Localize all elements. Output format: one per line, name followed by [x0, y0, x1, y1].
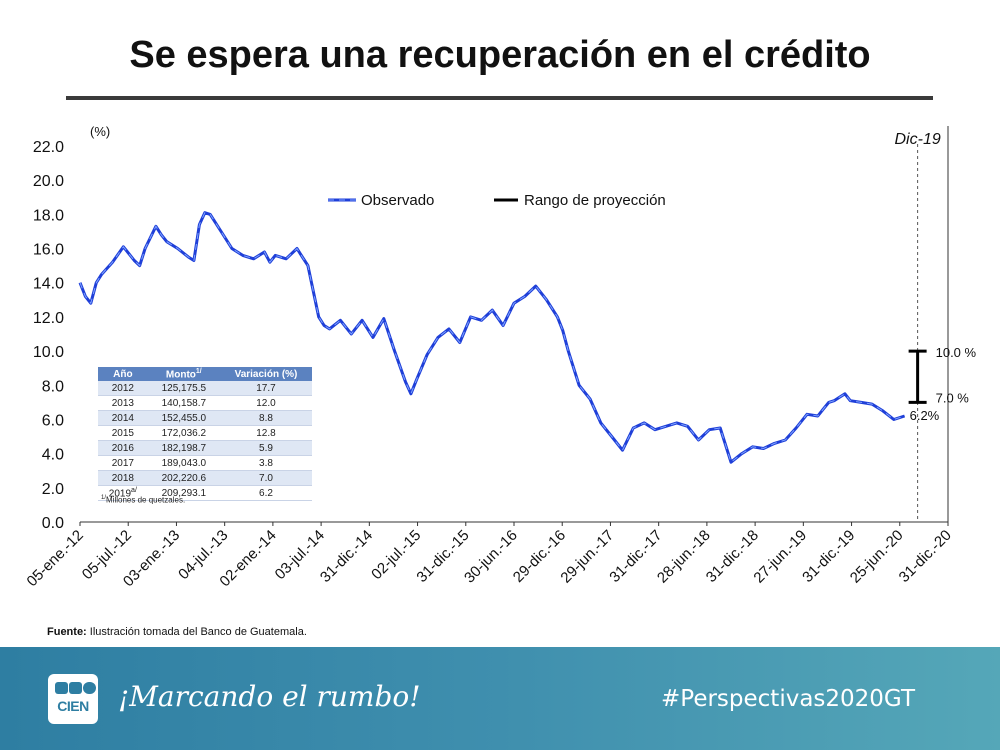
- table-cell-amount: 182,198.7: [147, 440, 220, 456]
- table-cell-year: 2014: [98, 410, 148, 426]
- y-tick-label: 10.0: [33, 344, 64, 361]
- y-tick-label: 12.0: [33, 310, 64, 327]
- table-header-year: Año: [98, 367, 148, 381]
- credit-table: Año Monto1/ Variación (%) 2012 125,175.5 1…: [98, 367, 312, 501]
- y-tick-label: 0.0: [42, 515, 64, 532]
- projection-low-label: 7.0 %: [936, 390, 970, 405]
- table-cell-year: 2012: [98, 381, 148, 396]
- table-header-amount: Monto1/: [147, 367, 220, 381]
- last-value-label: 6.2%: [910, 408, 940, 423]
- table-header-row: Año Monto1/ Variación (%): [98, 367, 312, 381]
- y-axis-label: (%): [90, 124, 110, 139]
- y-tick-label: 16.0: [33, 242, 64, 259]
- table-header-variation: Variación (%): [219, 367, 312, 381]
- x-tick-label: 29-jun.-17: [557, 527, 617, 587]
- table-cell-year: 2018: [98, 470, 148, 486]
- x-tick-label: 25-jun.-20: [847, 527, 907, 587]
- table-cell-variation: 3.8: [219, 455, 312, 471]
- table-row: 2016 182,198.7 5.9: [98, 440, 312, 456]
- table-cell-amount: 189,043.0: [147, 455, 220, 471]
- x-tick-label: 30-jun.-16: [461, 527, 521, 587]
- title-divider: [66, 96, 933, 100]
- chart: 0.0 2.0 4.0 6.0 8.0 10.0 12.0 14.0 16.0 18.0 20.0 2…: [23, 124, 977, 590]
- x-tick-label: 27-jun.-19: [750, 527, 810, 587]
- table-cell-amount: 125,175.5: [147, 381, 220, 396]
- table-row: 2019a/209,293.1 6.2: [98, 485, 312, 501]
- table-row: 2017 189,043.0 3.8: [98, 455, 312, 471]
- table-note: 1/Millones de quetzales.: [101, 495, 186, 505]
- cien-logo: CIEN: [48, 674, 98, 724]
- slogan: ¡Marcando el rumbo!: [118, 680, 421, 713]
- table-row: 2018 202,220.6 7.0: [98, 470, 312, 486]
- table-row: 2015 172,036.2 12.8: [98, 425, 312, 441]
- x-tick-label: 31-dic.-14: [317, 527, 376, 586]
- y-tick-label: 4.0: [42, 447, 64, 464]
- source-note: Fuente: Ilustración tomada del Banco de …: [47, 626, 307, 638]
- table-cell-variation: 6.2: [219, 485, 312, 501]
- logo-mark-icon: [55, 682, 68, 694]
- table-cell-amount: 209,293.1: [147, 485, 220, 501]
- projection-date-label: Dic-19: [895, 131, 941, 148]
- y-tick-label: 6.0: [42, 412, 64, 429]
- table-cell-amount: 140,158.7: [147, 395, 220, 411]
- table-cell-variation: 12.0: [219, 395, 312, 411]
- table-row: 2012 125,175.5 17.7: [98, 381, 312, 396]
- legend-observed-label: Observado: [361, 192, 434, 209]
- hashtag: #Perspectivas2020GT: [661, 686, 915, 712]
- table-row: 2013 140,158.7 12.0: [98, 395, 312, 411]
- logo-mark-icon: [83, 682, 96, 694]
- table-cell-year: 2016: [98, 440, 148, 456]
- table-cell-year: 2017: [98, 455, 148, 471]
- y-tick-label: 14.0: [33, 276, 64, 293]
- y-tick-label: 18.0: [33, 207, 64, 224]
- table-cell-year: 2015: [98, 425, 148, 441]
- projection-high-label: 10.0 %: [936, 345, 977, 360]
- table-cell-amount: 172,036.2: [147, 425, 220, 441]
- table-row: 2014 152,455.0 8.8: [98, 410, 312, 426]
- footer-band: [0, 647, 1000, 750]
- table-cell-variation: 12.8: [219, 425, 312, 441]
- page-title: Se espera una recuperación en el crédito: [129, 34, 871, 76]
- table-cell-amount: 202,220.6: [147, 470, 220, 486]
- x-tick-label: 05-ene.-12: [23, 527, 86, 590]
- table-cell-year: 2013: [98, 395, 148, 411]
- table-cell-variation: 5.9: [219, 440, 312, 456]
- x-tick-label: 28-jun.-18: [654, 527, 714, 587]
- table-cell-variation: 7.0: [219, 470, 312, 486]
- y-tick-label: 22.0: [33, 139, 64, 156]
- y-tick-label: 20.0: [33, 173, 64, 190]
- x-tick-label: 31-dic.-20: [896, 527, 955, 586]
- table-cell-amount: 152,455.0: [147, 410, 220, 426]
- logo-text: CIEN: [57, 698, 89, 714]
- y-tick-label: 2.0: [42, 481, 64, 498]
- table-cell-year: 2019a/: [98, 485, 148, 501]
- logo-mark-icon: [69, 682, 82, 694]
- legend-range-label: Rango de proyección: [524, 192, 666, 209]
- y-tick-label: 8.0: [42, 378, 64, 395]
- table-cell-variation: 17.7: [219, 381, 312, 396]
- observed-series-highlight: [79, 212, 905, 464]
- table-cell-variation: 8.8: [219, 410, 312, 426]
